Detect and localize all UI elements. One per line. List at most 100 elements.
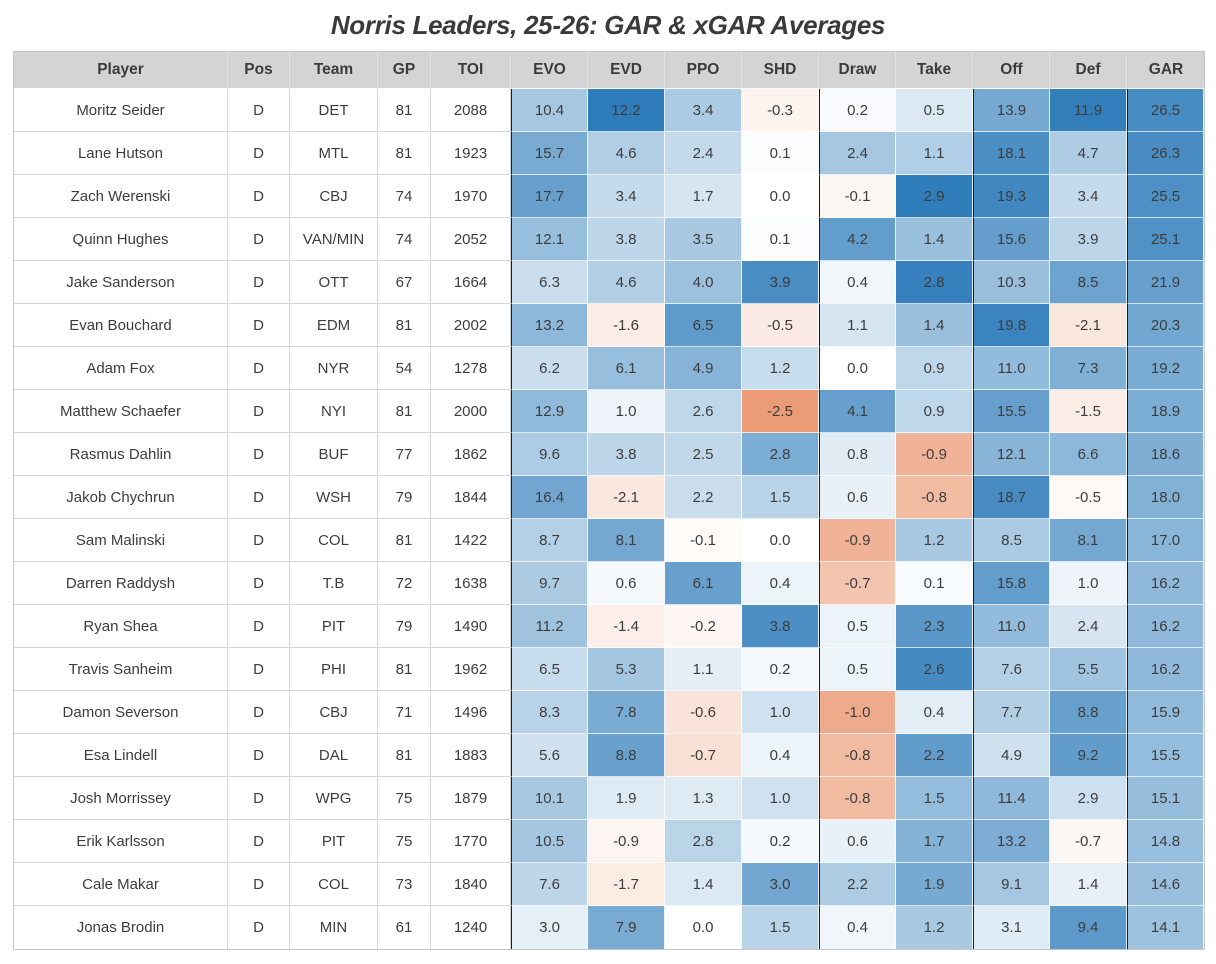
cell-player: Jonas Brodin	[14, 906, 228, 949]
column-header-evd: EVD	[588, 52, 665, 89]
cell-toi: 1496	[431, 691, 511, 734]
cell-player: Lane Hutson	[14, 132, 228, 175]
cell-gp: 81	[378, 734, 431, 777]
cell-gar: 15.1	[1127, 777, 1204, 820]
cell-player: Jakob Chychrun	[14, 476, 228, 519]
cell-gp: 81	[378, 648, 431, 691]
table-row: Evan Bouchard D EDM 81 2002 13.2 -1.6 6.5 -0.5 1.…	[14, 304, 1204, 347]
cell-gar: 20.3	[1127, 304, 1204, 347]
cell-def: 9.4	[1050, 906, 1127, 949]
table-row: Jakob Chychrun D WSH 79 1844 16.4 -2.1 2.2 1.5 0.…	[14, 476, 1204, 519]
table-row: Lane Hutson D MTL 81 1923 15.7 4.6 2.4 0.1 2.4 1.1…	[14, 132, 1204, 175]
cell-pos: D	[228, 89, 290, 132]
cell-def: 8.5	[1050, 261, 1127, 304]
page-title: Norris Leaders, 25-26: GAR & xGAR Averag…	[330, 10, 886, 40]
cell-evd: -1.7	[588, 863, 665, 906]
cell-evd: 3.8	[588, 218, 665, 261]
cell-evd: 7.9	[588, 906, 665, 949]
cell-def: 4.7	[1050, 132, 1127, 175]
cell-take: 1.1	[896, 132, 973, 175]
cell-evo: 13.2	[511, 304, 588, 347]
cell-gp: 81	[378, 89, 431, 132]
cell-off: 7.7	[973, 691, 1050, 734]
cell-off: 9.1	[973, 863, 1050, 906]
cell-draw: 0.5	[819, 648, 896, 691]
table-row: Ryan Shea D PIT 79 1490 11.2 -1.4 -0.2 3.8 0.5 2.3…	[14, 605, 1204, 648]
cell-def: -0.5	[1050, 476, 1127, 519]
cell-player: Rasmus Dahlin	[14, 433, 228, 476]
cell-pos: D	[228, 218, 290, 261]
cell-gp: 81	[378, 519, 431, 562]
cell-off: 12.1	[973, 433, 1050, 476]
cell-toi: 2002	[431, 304, 511, 347]
cell-gp: 79	[378, 476, 431, 519]
cell-player: Esa Lindell	[14, 734, 228, 777]
cell-shd: 3.8	[742, 605, 819, 648]
cell-player: Erik Karlsson	[14, 820, 228, 863]
gar-table-wrapper: Player Pos Team GP TOI EVO EVD PPO SHD Draw Take Of…	[13, 51, 1205, 950]
cell-gar: 14.6	[1127, 863, 1204, 906]
table-row: Erik Karlsson D PIT 75 1770 10.5 -0.9 2.8 0.2 0.6…	[14, 820, 1204, 863]
cell-evd: 4.6	[588, 132, 665, 175]
cell-shd: 1.0	[742, 777, 819, 820]
cell-player: Matthew Schaefer	[14, 390, 228, 433]
cell-def: 1.4	[1050, 863, 1127, 906]
cell-take: 2.8	[896, 261, 973, 304]
cell-pos: D	[228, 347, 290, 390]
cell-evo: 6.5	[511, 648, 588, 691]
cell-gp: 54	[378, 347, 431, 390]
cell-def: 2.9	[1050, 777, 1127, 820]
cell-gp: 75	[378, 820, 431, 863]
cell-gar: 19.2	[1127, 347, 1204, 390]
cell-toi: 1862	[431, 433, 511, 476]
table-row: Moritz Seider D DET 81 2088 10.4 12.2 3.4 -0.3 0.…	[14, 89, 1204, 132]
cell-draw: 4.2	[819, 218, 896, 261]
cell-ppo: 2.6	[665, 390, 742, 433]
cell-evo: 3.0	[511, 906, 588, 949]
cell-pos: D	[228, 132, 290, 175]
cell-shd: 1.2	[742, 347, 819, 390]
cell-draw: 4.1	[819, 390, 896, 433]
cell-player: Sam Malinski	[14, 519, 228, 562]
cell-take: 0.9	[896, 390, 973, 433]
cell-take: 1.2	[896, 906, 973, 949]
cell-def: 2.4	[1050, 605, 1127, 648]
cell-take: 1.7	[896, 820, 973, 863]
cell-shd: 0.4	[742, 734, 819, 777]
table-row: Esa Lindell D DAL 81 1883 5.6 8.8 -0.7 0.4 -0.8 2.…	[14, 734, 1204, 777]
cell-pos: D	[228, 390, 290, 433]
cell-team: CBJ	[290, 691, 378, 734]
cell-gar: 15.9	[1127, 691, 1204, 734]
cell-gar: 16.2	[1127, 562, 1204, 605]
cell-toi: 1422	[431, 519, 511, 562]
cell-shd: 0.2	[742, 820, 819, 863]
cell-team: WPG	[290, 777, 378, 820]
cell-pos: D	[228, 691, 290, 734]
cell-def: 1.0	[1050, 562, 1127, 605]
cell-def: 9.2	[1050, 734, 1127, 777]
cell-draw: 0.4	[819, 261, 896, 304]
cell-pos: D	[228, 777, 290, 820]
column-header-gar: GAR	[1127, 52, 1204, 89]
cell-gp: 71	[378, 691, 431, 734]
cell-take: 1.4	[896, 218, 973, 261]
cell-pos: D	[228, 562, 290, 605]
cell-player: Ryan Shea	[14, 605, 228, 648]
cell-toi: 2052	[431, 218, 511, 261]
cell-team: NYR	[290, 347, 378, 390]
cell-ppo: 1.1	[665, 648, 742, 691]
column-header-player: Player	[14, 52, 228, 89]
cell-gar: 17.0	[1127, 519, 1204, 562]
cell-draw: -0.1	[819, 175, 896, 218]
table-row: Rasmus Dahlin D BUF 77 1862 9.6 3.8 2.5 2.8 0.8 -0…	[14, 433, 1204, 476]
cell-shd: 1.5	[742, 476, 819, 519]
cell-gp: 72	[378, 562, 431, 605]
table-body: Moritz Seider D DET 81 2088 10.4 12.2 3.4 -0.3 0.…	[14, 89, 1204, 949]
cell-pos: D	[228, 261, 290, 304]
cell-gar: 21.9	[1127, 261, 1204, 304]
cell-ppo: 4.0	[665, 261, 742, 304]
cell-evd: 8.8	[588, 734, 665, 777]
cell-team: COL	[290, 863, 378, 906]
cell-take: -0.8	[896, 476, 973, 519]
cell-team: MTL	[290, 132, 378, 175]
